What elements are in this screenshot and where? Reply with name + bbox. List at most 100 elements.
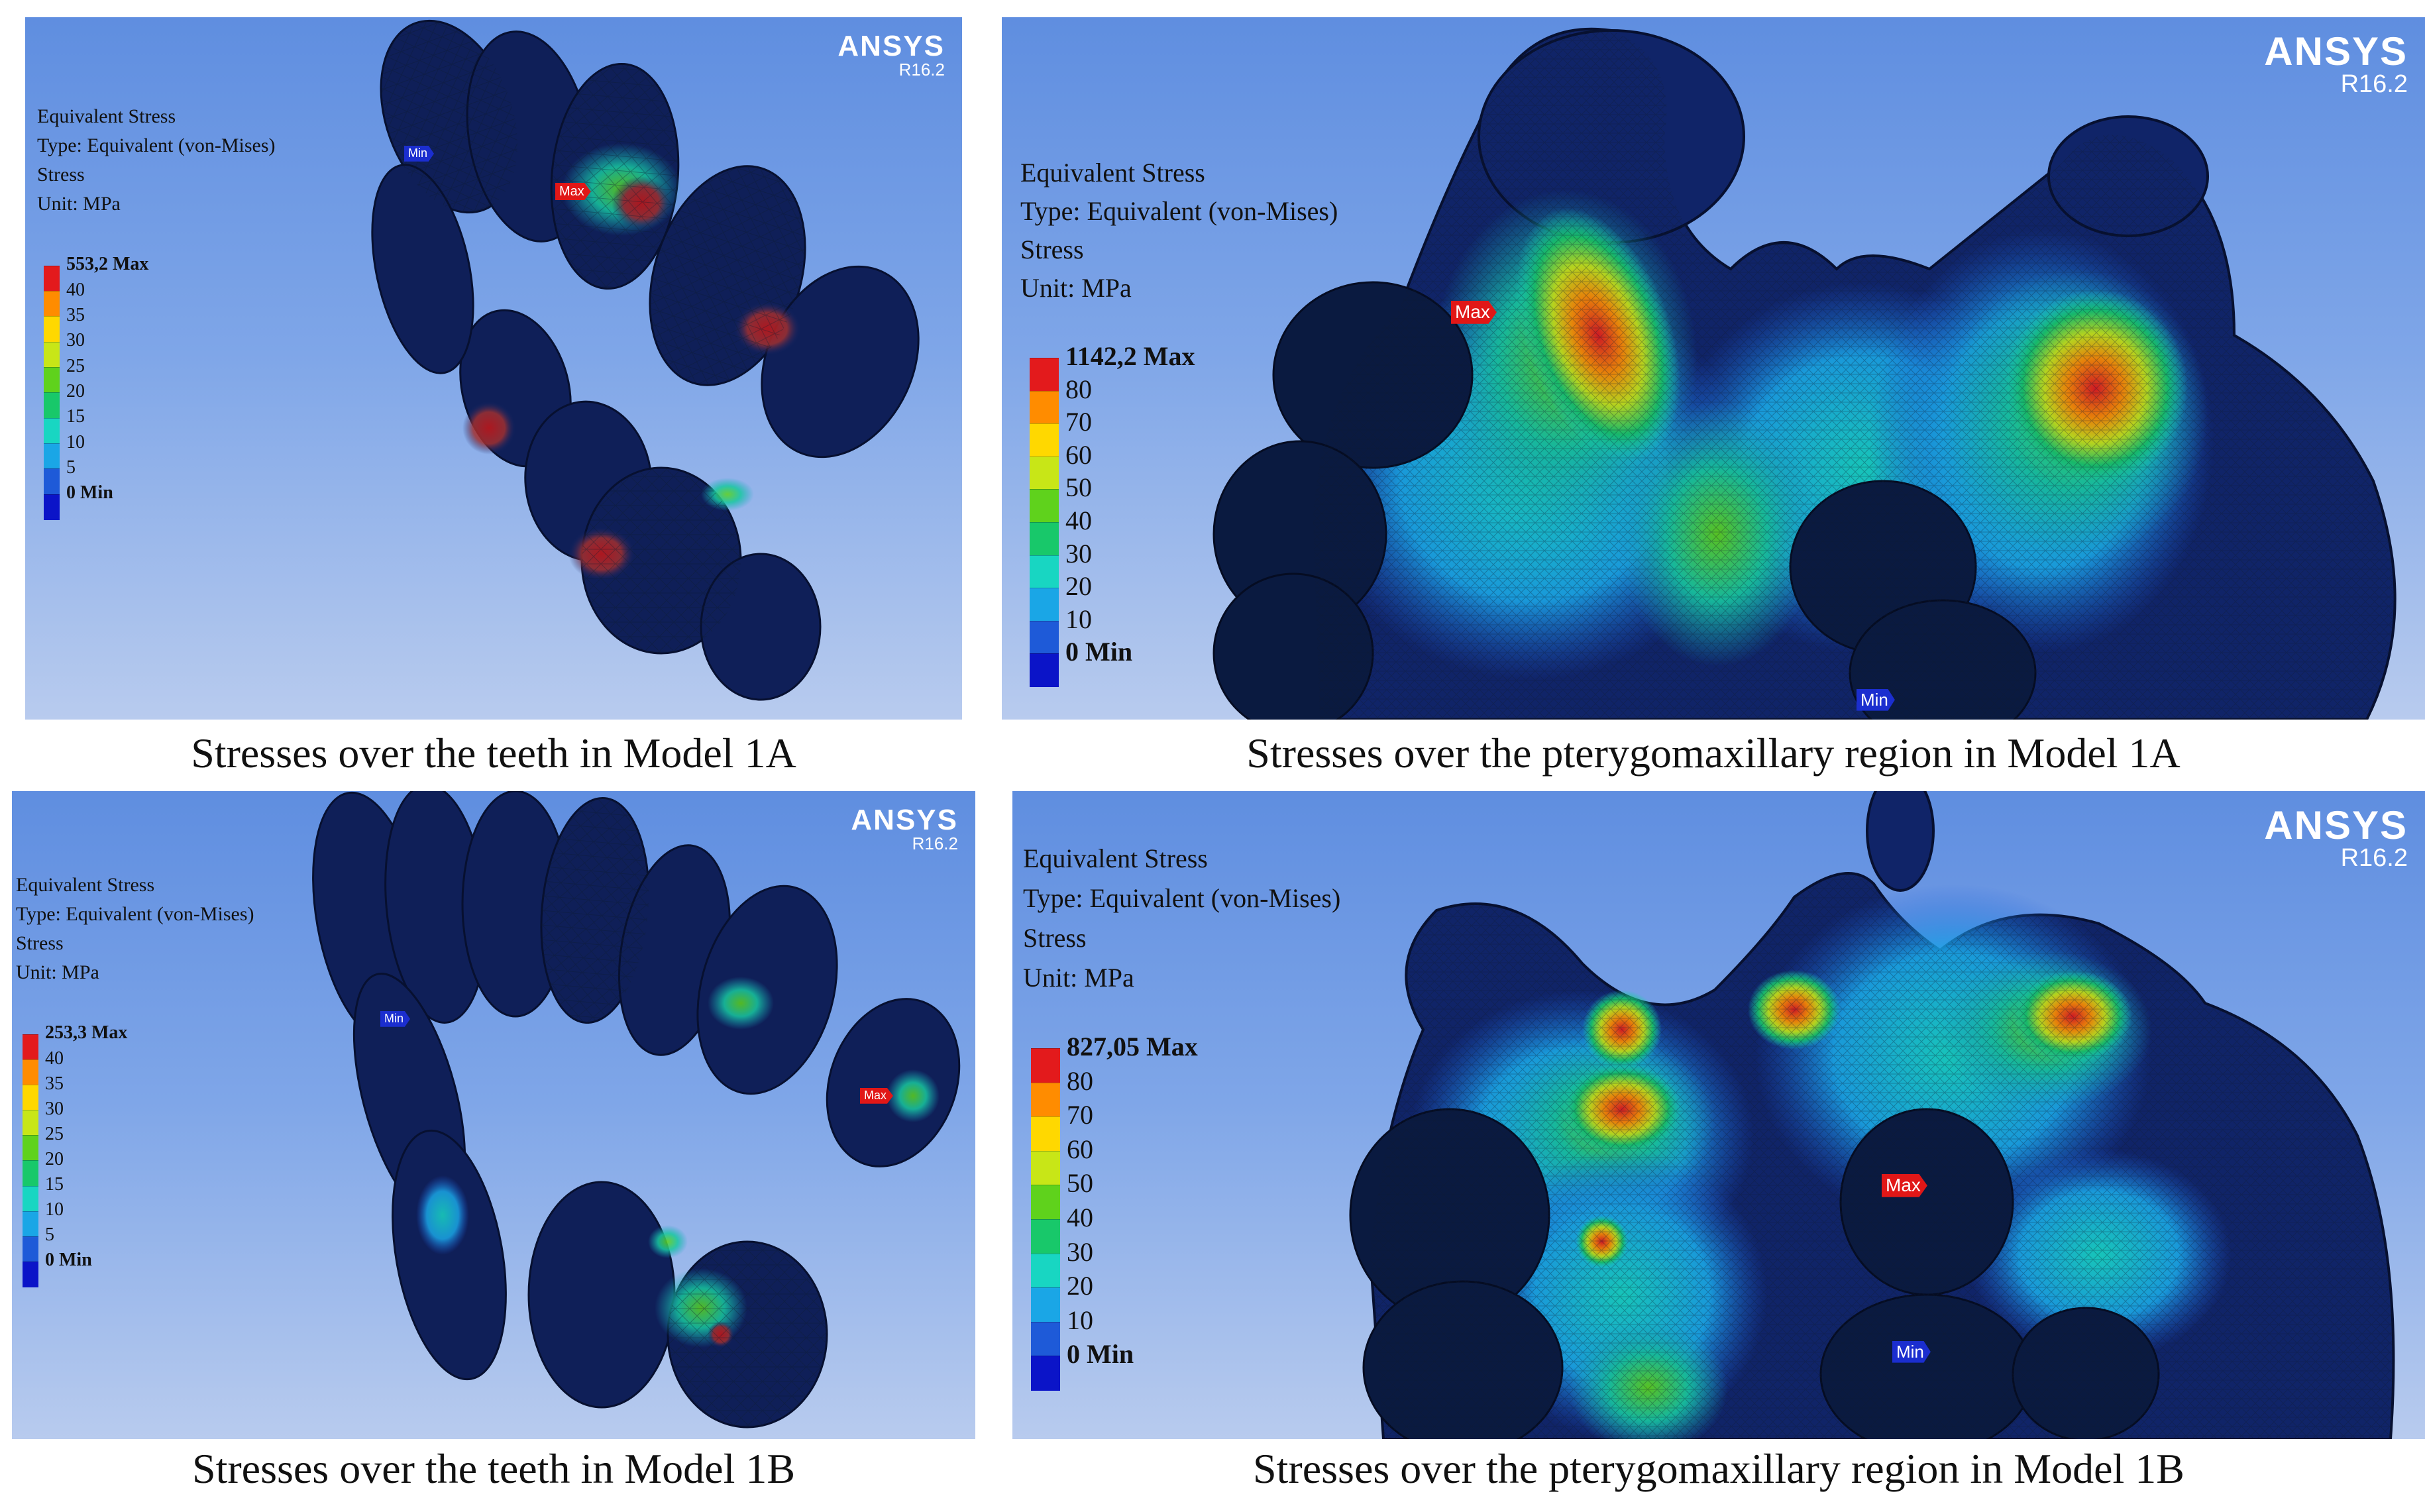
legend-title: Equivalent Stress: [16, 874, 155, 896]
scale-tick-label: 40: [45, 1048, 64, 1069]
scale-swatch: [44, 468, 60, 495]
ansys-logo: ANSYS R16.2: [837, 30, 945, 80]
scale-max-label: 253,3 Max: [45, 1022, 128, 1044]
scale-min-label: 0 Min: [1065, 637, 1133, 667]
scale-tick-label: 80: [1067, 1065, 1093, 1096]
teeth-model-1b-render: [312, 791, 961, 1429]
max-probe: Max: [1451, 301, 1497, 324]
teeth-model-1a-render: [371, 19, 920, 701]
scale-tick-label: 40: [66, 279, 85, 300]
scale-swatch: [44, 316, 60, 343]
ansys-logo: ANSYS R16.2: [851, 804, 958, 853]
scale-swatch: [1031, 1287, 1060, 1323]
fea-panel-teeth-1a: ANSYS R16.2 Equivalent Stress Type: Equi…: [25, 17, 962, 720]
scale-swatch: [1030, 423, 1059, 457]
scale-swatch: [23, 1160, 38, 1187]
stress-legend-header: Equivalent Stress Type: Equivalent (von-…: [1023, 839, 1340, 998]
legend-title: Equivalent Stress: [37, 105, 176, 127]
scale-tick-label: 40: [1065, 506, 1092, 535]
caption-teeth-1b: Stresses over the teeth in Model 1B: [191, 1445, 796, 1492]
caption-ptm-1a: Stresses over the pterygomaxillary regio…: [1246, 729, 2181, 777]
scale-swatch: [1031, 1185, 1060, 1220]
scale-swatch: [1031, 1116, 1060, 1152]
legend-subtitle: Stress: [1023, 923, 1087, 953]
scale-max-label: 827,05 Max: [1067, 1032, 1198, 1061]
scale-swatch: [23, 1211, 38, 1237]
legend-title: Equivalent Stress: [1023, 843, 1208, 873]
scale-swatch: [1030, 555, 1059, 589]
scale-tick-label: 25: [45, 1123, 64, 1144]
scale-swatch: [44, 443, 60, 470]
legend-unit: Unit: MPa: [1020, 273, 1132, 303]
scale-tick-label: 30: [1067, 1236, 1093, 1267]
legend-unit: Unit: MPa: [37, 193, 121, 215]
legend-type: Type: Equivalent (von-Mises): [1020, 196, 1338, 226]
fea-panel-ptm-1b: ANSYS R16.2 Equivalent Stress Type: Equi…: [1012, 791, 2425, 1439]
max-probe: Max: [860, 1088, 894, 1104]
scale-tick-label: 20: [1065, 571, 1092, 602]
scale-swatch: [44, 392, 60, 419]
legend-subtitle: Stress: [1020, 235, 1084, 264]
color-scale: 553,2 Max 40 35 30 25 20 15 10 5 0 Min: [44, 254, 242, 520]
scale-tick-label: 20: [45, 1149, 64, 1169]
scale-tick-label: 30: [45, 1098, 64, 1119]
scale-swatch: [23, 1085, 38, 1111]
scale-swatch: [23, 1261, 38, 1287]
min-probe: Min: [404, 146, 435, 162]
scale-max-label: 1142,2 Max: [1065, 341, 1195, 371]
legend-subtitle: Stress: [37, 164, 85, 186]
color-scale: 827,05 Max 80 70 60 50 40 30 20 10 0 Min: [1031, 1032, 1309, 1391]
stress-legend-header: Equivalent Stress Type: Equivalent (von-…: [37, 102, 276, 219]
scale-swatch: [1030, 588, 1059, 621]
scale-swatch: [44, 367, 60, 394]
scale-tick-label: 40: [1067, 1203, 1093, 1232]
scale-tick-label: 15: [45, 1174, 64, 1195]
scale-tick-label: 15: [66, 406, 85, 427]
scale-tick-label: 60: [1065, 439, 1092, 470]
scale-tick-label: 50: [1067, 1168, 1093, 1199]
scale-swatch: [1030, 620, 1059, 655]
scale-swatch: [44, 291, 60, 317]
scale-swatch: [1031, 1219, 1060, 1254]
fea-panel-teeth-1b: ANSYS R16.2 Equivalent Stress Type: Equi…: [12, 791, 975, 1439]
color-scale: 1142,2 Max 80 70 60 50 40 30 20 10 0 Min: [1030, 341, 1308, 687]
scale-tick-label: 10: [66, 431, 85, 453]
scale-swatch: [23, 1059, 38, 1086]
fea-panel-ptm-1a: ANSYS R16.2 Equivalent Stress Type: Equi…: [1002, 17, 2425, 720]
scale-swatch: [1030, 522, 1059, 556]
ptm-model-1b-render: [1349, 791, 2395, 1439]
legend-type: Type: Equivalent (von-Mises): [16, 903, 254, 925]
caption-teeth-1a: Stresses over the teeth in Model 1A: [191, 729, 796, 777]
scale-swatch: [44, 417, 60, 445]
min-probe: Min: [1857, 689, 1895, 711]
ansys-logo: ANSYS R16.2: [2264, 803, 2408, 872]
scale-tick-label: 10: [1065, 604, 1092, 634]
scale-min-label: 0 Min: [66, 482, 113, 504]
scale-tick-label: 20: [1067, 1271, 1093, 1301]
scale-swatch: [1031, 1321, 1060, 1357]
max-probe: Max: [1882, 1174, 1927, 1197]
max-probe: Max: [555, 183, 591, 200]
scale-tick-label: 25: [66, 355, 85, 376]
scale-swatch: [1031, 1150, 1060, 1186]
caption-ptm-1b: Stresses over the pterygomaxillary regio…: [1253, 1445, 2184, 1492]
color-scale: 253,3 Max 40 35 30 25 20 15 10 5 0 Min: [23, 1023, 221, 1287]
scale-swatch: [23, 1135, 38, 1161]
scale-swatch: [23, 1185, 38, 1212]
scale-tick-label: 80: [1065, 374, 1092, 404]
scale-tick-label: 30: [1065, 538, 1092, 568]
scale-swatch: [1031, 1253, 1060, 1289]
scale-min-label: 0 Min: [45, 1250, 92, 1271]
scale-swatch: [23, 1236, 38, 1262]
scale-tick-label: 35: [66, 305, 85, 326]
legend-type: Type: Equivalent (von-Mises): [37, 135, 276, 156]
scale-tick-label: 35: [45, 1073, 64, 1094]
scale-swatch: [44, 265, 60, 292]
scale-swatch: [1030, 358, 1059, 392]
scale-tick-label: 5: [66, 457, 76, 478]
scale-swatch: [44, 341, 60, 368]
min-probe: Min: [380, 1011, 411, 1027]
legend-unit: Unit: MPa: [1023, 963, 1134, 993]
stress-legend-header: Equivalent Stress Type: Equivalent (von-…: [16, 871, 254, 987]
legend-title: Equivalent Stress: [1020, 158, 1205, 188]
